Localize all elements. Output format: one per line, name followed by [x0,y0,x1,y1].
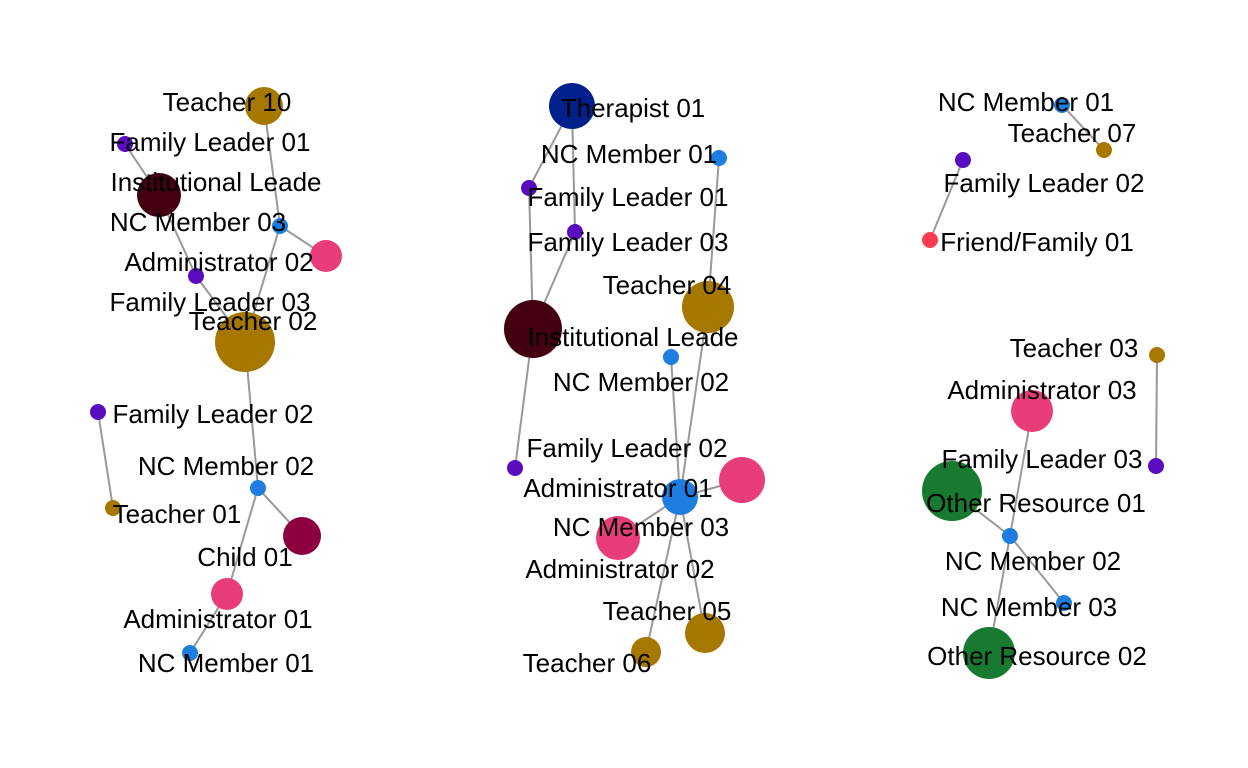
node-teacher-05 [685,613,725,653]
node-administrator-02 [310,240,342,272]
node-institutional-leade [137,173,181,217]
node-nc-member-01 [182,645,198,661]
network-panel-2-svg: Therapist 01 NC Member 01 Family Leader 01… [504,83,765,678]
node-administrator-01 [719,457,765,503]
node-label-institutional-leade: Institutional Leade [110,167,321,197]
node-nc-member-01 [711,150,727,166]
network-panel-1-svg: Teacher 10 Family Leader 01 Institutional … [90,87,342,678]
node-label-nc-member-01: NC Member 01 [938,87,1114,117]
node-teacher-02 [215,312,275,372]
node-administrator-02 [596,516,640,560]
node-family-leader-01 [521,180,537,196]
node-nc-member-03 [272,218,288,234]
node-nc-member-02 [663,349,679,365]
edge-t04-nc03 [679,306,709,498]
nodes-group [922,97,1165,679]
node-family-leader-03 [567,224,583,240]
node-label-nc-member-01: NC Member 01 [541,139,717,169]
node-nc-member-03 [1056,595,1072,611]
node-label-child-01: Child 01 [197,542,292,572]
node-label-institutional-leade: Institutional Leade [527,322,738,352]
edge-nc03-t05 [679,496,706,634]
node-teacher-03 [1149,347,1165,363]
node-label-family-leader-02: Family Leader 02 [944,168,1145,198]
edge-nc03-t06 [645,496,681,653]
node-administrator-01 [211,578,243,610]
network-panel-3: NC Member 01 Teacher 07 Family Leader 02 Fr… [832,0,1248,768]
node-label-family-leader-01: Family Leader 01 [110,127,311,157]
node-label-nc-member-02: NC Member 02 [945,546,1121,576]
node-label-family-leader-03: Family Leader 03 [110,287,311,317]
edge-nc02-adm01 [226,487,259,595]
node-family-leader-03 [188,268,204,284]
node-label-nc-member-01: NC Member 01 [138,648,314,678]
edge-nc02-nc03 [670,356,681,498]
node-nc-member-02 [1002,528,1018,544]
node-label-administrator-02: Administrator 02 [525,554,714,584]
node-teacher-01 [105,500,121,516]
node-label-administrator-02: Administrator 02 [124,247,313,277]
node-label-teacher-02: Teacher 02 [189,306,318,336]
node-teacher-10 [245,87,283,125]
node-nc-member-03 [662,479,698,515]
node-label-nc-member-03: NC Member 03 [553,512,729,542]
node-label-other-resource-02: Other Resource 02 [927,641,1147,671]
node-teacher-06 [631,637,661,667]
node-family-leader-03 [1148,458,1164,474]
edge-fl02-ff01 [929,159,964,241]
node-label-nc-member-03: NC Member 03 [941,592,1117,622]
node-family-leader-02 [507,460,523,476]
node-label-family-leader-03: Family Leader 03 [942,444,1143,474]
node-label-family-leader-03: Family Leader 03 [528,227,729,257]
node-other-resource-01 [922,461,982,521]
edge-adm03-nc02 [1009,410,1033,537]
edge-fl02-t01 [97,411,114,509]
node-nc-member-02 [250,480,266,496]
labels-group: Teacher 10 Family Leader 01 Institutional … [110,87,322,678]
nodes-group [504,83,765,667]
node-label-administrator-01: Administrator 01 [123,604,312,634]
node-label-teacher-10: Teacher 10 [163,87,292,117]
network-panel-2: Therapist 01 NC Member 01 Family Leader 01… [416,0,832,768]
node-label-family-leader-01: Family Leader 01 [528,182,729,212]
node-other-resource-02 [963,627,1015,679]
node-label-teacher-05: Teacher 05 [603,596,732,626]
edge-t10-nc03 [263,105,281,227]
node-label-family-leader-02: Family Leader 02 [527,433,728,463]
node-label-other-resource-01: Other Resource 01 [926,488,1146,518]
node-teacher-07 [1096,142,1112,158]
node-label-family-leader-02: Family Leader 02 [113,399,314,429]
node-label-administrator-01: Administrator 01 [523,473,712,503]
node-label-teacher-03: Teacher 03 [1010,333,1139,363]
edge-t03-fl03 [1155,354,1158,467]
node-friend-family-01 [922,232,938,248]
node-label-teacher-04: Teacher 04 [603,270,732,300]
nodes-group [90,87,342,661]
node-label-therapist-01: Therapist 01 [561,93,706,123]
node-therapist-01 [549,83,595,129]
node-label-teacher-01: Teacher 01 [113,499,242,529]
network-panel-1: Teacher 10 Family Leader 01 Institutional … [0,0,416,768]
edge-nc02-nc03 [1009,535,1065,604]
node-institutional-leade [504,300,562,358]
node-label-nc-member-02: NC Member 02 [553,367,729,397]
node-label-teacher-07: Teacher 07 [1008,118,1137,148]
node-family-leader-01 [117,136,133,152]
node-nc-member-01 [1054,97,1070,113]
node-label-administrator-03: Administrator 03 [947,375,1136,405]
node-administrator-03 [1011,390,1053,432]
edge-nc01-t07 [1061,104,1105,151]
node-label-nc-member-02: NC Member 02 [138,451,314,481]
node-child-01 [283,517,321,555]
node-label-friend-family-01: Friend/Family 01 [940,227,1134,257]
labels-group: Therapist 01 NC Member 01 Family Leader 01… [523,93,739,678]
node-label-nc-member-03: NC Member 03 [110,207,286,237]
node-family-leader-02 [955,152,971,168]
node-label-teacher-06: Teacher 06 [523,648,652,678]
node-teacher-04 [682,281,734,333]
node-family-leader-02 [90,404,106,420]
